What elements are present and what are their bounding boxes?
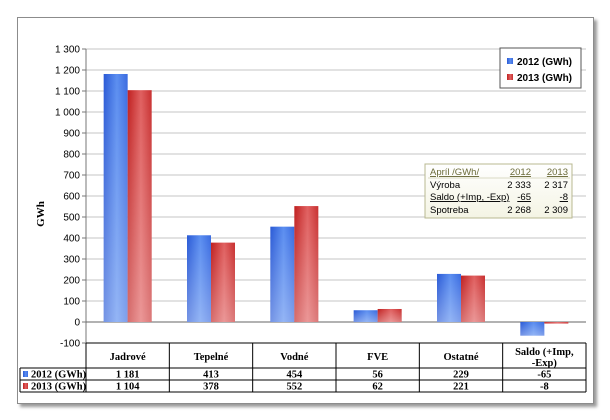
y-axis-label: GWh <box>35 201 47 227</box>
inset-row-saldo-2012: -65 <box>517 192 531 203</box>
inset-row-saldo-label: Saldo (+Imp, -Exp) <box>430 192 509 203</box>
y-tick-label: 700 <box>63 171 80 182</box>
chart-frame: GWh -100 0 100 200 300 400 500 600 700 800 900 1 00… <box>17 17 594 404</box>
table-cell: 62 <box>372 382 383 393</box>
table-cell: 221 <box>453 382 469 393</box>
table-series-name: 2013 (GWh) <box>31 382 87 393</box>
legend-label-2012: 2012 (GWh) <box>517 57 572 68</box>
inset-header-label: Apríl /GWh/ <box>430 167 479 178</box>
y-tick-label: -100 <box>60 339 80 350</box>
legend-label-2013: 2013 (GWh) <box>517 73 572 84</box>
category-label: -Exp) <box>532 358 558 369</box>
y-tick-label: 300 <box>63 255 80 266</box>
y-tick-label: 1 100 <box>55 87 80 98</box>
inset-row-vyroba-2012: 2 333 <box>507 180 531 191</box>
inset-row-spotreba-2012: 2 268 <box>507 205 531 216</box>
y-tick-label: 900 <box>63 129 80 140</box>
table-series-name: 2012 (GWh) <box>31 370 87 381</box>
y-tick-label: 600 <box>63 192 80 203</box>
table-cell: -8 <box>540 382 549 393</box>
y-tick-label: 1 200 <box>55 66 80 77</box>
bars <box>103 73 569 336</box>
category-label: Ostatné <box>444 352 479 363</box>
table-cell: 1 104 <box>116 382 140 393</box>
legend-swatch-2013 <box>507 74 513 80</box>
bar-sheen <box>377 308 402 322</box>
bar-sheen <box>127 90 152 322</box>
y-tick-label: 400 <box>63 234 80 245</box>
category-label: Jadrové <box>110 352 146 363</box>
bar-sheen <box>211 242 235 322</box>
bar-sheen <box>461 275 485 322</box>
bar-sheen <box>187 235 211 322</box>
category-label: Tepelné <box>194 352 229 363</box>
inset-header-2013: 2013 <box>547 167 568 178</box>
bar-sheen <box>544 322 569 324</box>
inset-row-saldo-2013: -8 <box>560 192 568 203</box>
table-cell: 378 <box>203 382 219 393</box>
y-tick-label: 1 000 <box>55 108 80 119</box>
inset-row-spotreba-label: Spotreba <box>430 205 469 216</box>
y-tick-label: 500 <box>63 213 80 224</box>
inset-header-2012: 2012 <box>510 167 531 178</box>
bar-sheen <box>270 226 295 322</box>
inset-row-vyroba-label: Výroba <box>430 180 461 191</box>
data-table: Jadrové Tepelné Vodné FVE Ostatné Saldo (+Imp… <box>19 342 587 393</box>
bar-sheen <box>353 310 378 322</box>
table-legend-swatch <box>23 371 28 377</box>
bar-sheen <box>437 273 461 322</box>
inset-box <box>424 163 573 219</box>
table-cell: 56 <box>372 370 383 381</box>
legend: 2012 (GWh) 2013 (GWh) <box>499 47 582 89</box>
category-label: FVE <box>367 352 388 363</box>
table-cell: -65 <box>537 370 551 381</box>
y-tick-label: 200 <box>63 276 80 287</box>
legend-box <box>499 47 582 89</box>
table-cell: 454 <box>286 370 303 381</box>
y-tick-label: 1 300 <box>55 45 80 56</box>
bar-sheen <box>520 322 545 336</box>
legend-swatch-2012 <box>507 58 513 64</box>
bar-chart: GWh -100 0 100 200 300 400 500 600 700 800 900 1 00… <box>19 45 587 393</box>
category-label: Saldo (+Imp, <box>515 347 574 358</box>
y-tick-label: 0 <box>74 318 80 329</box>
table-cell: 229 <box>453 370 469 381</box>
inset-row-vyroba-2013: 2 317 <box>544 180 568 191</box>
bar-sheen <box>103 73 128 322</box>
table-cell: 552 <box>286 382 302 393</box>
y-tick-label: 800 <box>63 150 80 161</box>
table-cell: 1 181 <box>116 370 140 381</box>
category-label: Vodné <box>280 352 309 363</box>
inset-table: Apríl /GWh/ 2012 2013 Výroba 2 333 2 317… <box>424 163 573 219</box>
y-tick-label: 100 <box>63 297 80 308</box>
table-legend-swatch <box>23 383 28 389</box>
inset-row-spotreba-2013: 2 309 <box>544 205 568 216</box>
bar-sheen <box>294 206 319 322</box>
table-cell: 413 <box>203 370 219 381</box>
